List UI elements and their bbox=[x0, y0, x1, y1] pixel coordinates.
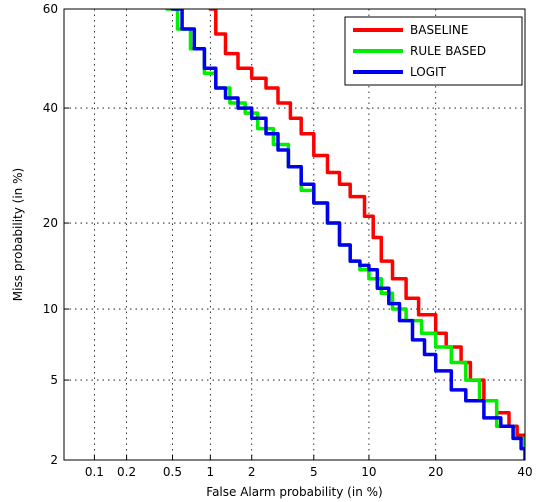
x-axis-label: False Alarm probability (in %) bbox=[206, 485, 382, 499]
x-tick-label: 2 bbox=[248, 465, 256, 479]
y-tick-label: 10 bbox=[43, 302, 58, 316]
x-tick-label: 20 bbox=[428, 465, 443, 479]
x-tick-label: 1 bbox=[207, 465, 215, 479]
x-tick-label: 5 bbox=[310, 465, 318, 479]
y-tick-label: 60 bbox=[43, 2, 58, 16]
x-tick-labels: 0.1 0.2 0.5 1 2 5 10 20 40 bbox=[85, 465, 533, 479]
x-tick-label: 0.2 bbox=[117, 465, 136, 479]
y-tick-label: 20 bbox=[43, 216, 58, 230]
series-line-logit bbox=[170, 9, 525, 460]
x-tick-label: 0.1 bbox=[85, 465, 104, 479]
y-tick-label: 5 bbox=[50, 373, 58, 387]
legend-label: RULE BASED bbox=[410, 44, 486, 58]
x-tick-label: 40 bbox=[517, 465, 532, 479]
y-tick-label: 40 bbox=[43, 101, 58, 115]
x-tick-label: 10 bbox=[361, 465, 376, 479]
plot-frame bbox=[63, 8, 526, 461]
y-axis-label: Miss probability (in %) bbox=[11, 168, 25, 301]
series-line-baseline bbox=[208, 9, 525, 451]
legend-label: LOGIT bbox=[410, 65, 447, 79]
legend: BASELINE RULE BASED LOGIT bbox=[344, 16, 523, 86]
y-tick-labels: 2 5 10 20 40 60 bbox=[43, 2, 58, 467]
x-tick-label: 0.5 bbox=[163, 465, 182, 479]
legend-label: BASELINE bbox=[410, 23, 468, 37]
series-lines bbox=[165, 9, 525, 460]
y-tick-label: 2 bbox=[50, 453, 58, 467]
